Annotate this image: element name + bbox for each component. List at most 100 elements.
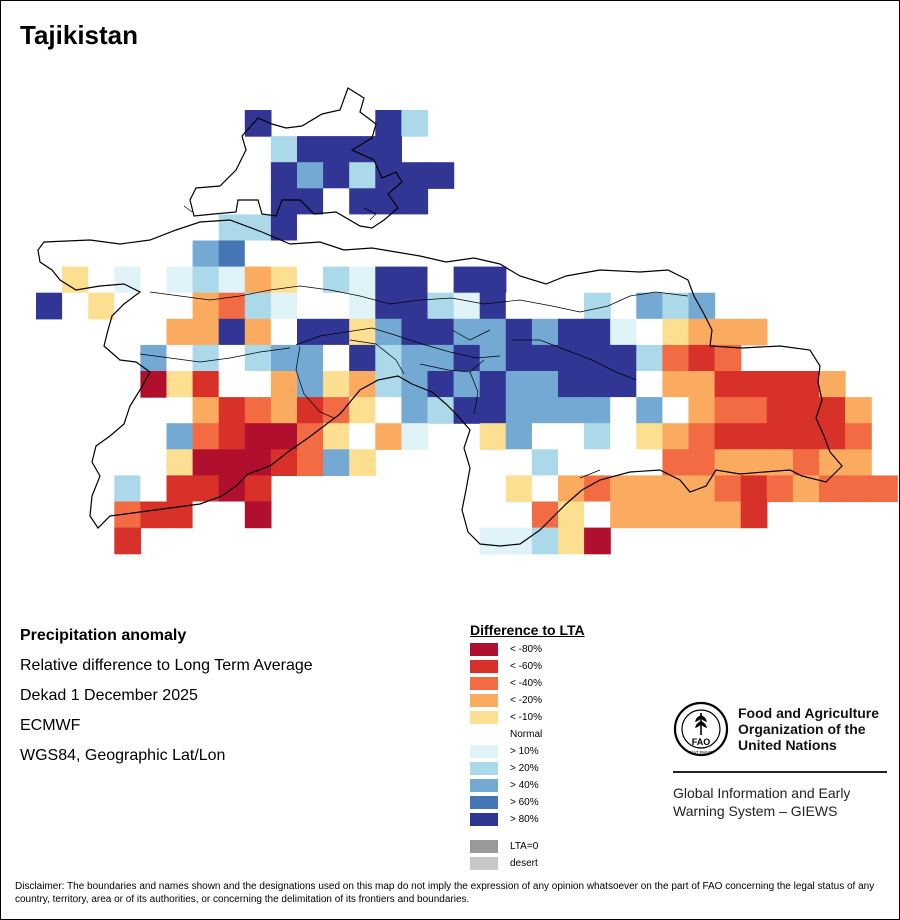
grid-cell xyxy=(349,162,376,189)
info-period: Dekad 1 December 2025 xyxy=(20,687,198,704)
grid-cell xyxy=(714,344,742,372)
grid-cell xyxy=(688,423,716,450)
grid-cell xyxy=(166,475,194,503)
svg-text:FAO: FAO xyxy=(692,737,711,747)
grid-cell xyxy=(244,110,272,137)
grid-cell xyxy=(505,397,533,424)
grid-cell xyxy=(714,371,742,398)
grid-cell xyxy=(636,449,663,476)
info-source: ECMWF xyxy=(20,717,81,734)
grid-cell xyxy=(427,266,455,294)
legend-label: > 20% xyxy=(510,762,539,774)
legend-swatch xyxy=(470,856,498,870)
grid-cell xyxy=(218,318,246,346)
grid-cell xyxy=(349,449,376,476)
org-name: Food and Agriculture Organization of the… xyxy=(738,705,879,753)
grid-cell xyxy=(323,371,350,398)
grid-cell xyxy=(401,292,429,320)
grid-cell xyxy=(297,318,324,346)
grid-cell xyxy=(688,344,716,372)
grid-cell xyxy=(610,371,637,398)
grid-cell xyxy=(114,527,141,555)
grid-cell xyxy=(531,344,559,372)
legend-item: < -20% xyxy=(470,693,542,707)
grid-cell xyxy=(375,188,402,215)
grid-cell xyxy=(114,292,141,320)
org-divider xyxy=(673,771,887,773)
grid-cell xyxy=(558,371,585,398)
grid-cell xyxy=(688,292,716,320)
grid-cell xyxy=(375,240,402,268)
grid-cell xyxy=(401,318,429,346)
legend-label: < -60% xyxy=(510,660,542,672)
grid-cell xyxy=(636,318,663,346)
grid-cell xyxy=(505,344,533,372)
grid-cell xyxy=(453,397,481,424)
grid-cell xyxy=(636,371,663,398)
grid-cell xyxy=(845,449,872,476)
grid-cell xyxy=(558,318,585,346)
grid-cell xyxy=(323,344,350,372)
grid-cell xyxy=(479,266,507,294)
grid-cell xyxy=(479,292,507,320)
grid-cell xyxy=(531,292,559,320)
grid-cell xyxy=(792,423,820,450)
grid-cell xyxy=(819,423,846,450)
legend-label: desert xyxy=(510,857,538,869)
grid-cell xyxy=(36,292,63,320)
grid-cell xyxy=(740,475,768,503)
legend-swatch xyxy=(470,812,498,826)
map-canvas[interactable] xyxy=(0,0,900,600)
legend-swatch xyxy=(470,795,498,809)
grid-cell xyxy=(714,475,742,503)
grid-cell xyxy=(140,501,168,529)
grid-cell xyxy=(88,266,115,294)
grid-cell xyxy=(349,344,376,372)
grid-cell xyxy=(531,397,559,424)
grid-cell xyxy=(505,371,533,398)
grid-cell xyxy=(244,266,272,294)
legend-swatch xyxy=(470,710,498,724)
grid-cell xyxy=(349,188,376,215)
grid-cell xyxy=(244,501,272,529)
grid-cell xyxy=(531,423,559,450)
map-title: Tajikistan xyxy=(20,20,139,50)
grid-cell xyxy=(401,397,429,424)
grid-cell xyxy=(453,371,481,398)
disclaimer: Disclaimer: The boundaries and names sho… xyxy=(15,881,875,905)
legend-title: Difference to LTA xyxy=(470,622,585,638)
grid-cell xyxy=(166,449,194,476)
grid-cell xyxy=(166,266,194,294)
grid-cell xyxy=(766,397,794,424)
grid-cell xyxy=(584,475,611,503)
grid-cell xyxy=(114,266,141,294)
legend-label: > 60% xyxy=(510,796,539,808)
grid-cell xyxy=(558,527,585,555)
grid-cell xyxy=(531,449,559,476)
grid-cell xyxy=(558,501,585,529)
grid-cell xyxy=(871,475,898,503)
grid-cell xyxy=(323,188,350,215)
grid-cell xyxy=(114,475,141,503)
grid-cell xyxy=(714,318,742,346)
grid-cell xyxy=(297,292,324,320)
grid-cell xyxy=(244,318,272,346)
grid-cell xyxy=(244,371,272,398)
grid-cell xyxy=(636,397,663,424)
org-name-line: United Nations xyxy=(738,737,837,753)
grid-cell xyxy=(218,501,246,529)
grid-cell xyxy=(531,371,559,398)
grid-cell xyxy=(270,266,298,294)
grid-cell xyxy=(584,423,611,450)
grid-cell xyxy=(375,397,402,424)
info-projection: WGS84, Geographic Lat/Lon xyxy=(20,747,226,764)
grid-cell xyxy=(218,214,246,242)
grid-cell xyxy=(270,423,298,450)
grid-cell xyxy=(662,475,690,503)
grid-cell xyxy=(270,162,298,189)
grid-cell xyxy=(375,318,402,346)
grid-cell xyxy=(270,318,298,346)
legend-item: > 80% xyxy=(470,812,539,826)
grid-cell xyxy=(140,344,168,372)
grid-cell xyxy=(427,240,455,268)
